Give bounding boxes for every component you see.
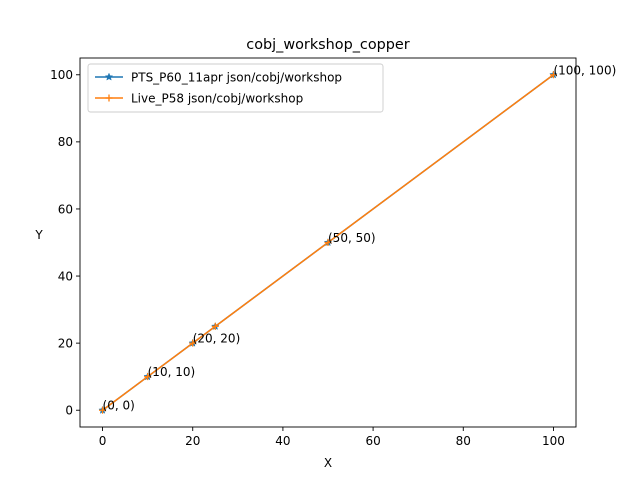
plot-area: 0 20 40 60 80 100 0 20 40 60 80 100 (0, 0) (10, 10) (2… <box>50 57 616 448</box>
legend-marker-2 <box>105 94 113 102</box>
data-label: (20, 20) <box>193 332 241 346</box>
x-tick-label: 100 <box>542 434 565 448</box>
y-tick-label: 100 <box>50 68 73 82</box>
x-tick-label: 40 <box>275 434 290 448</box>
y-tick-label: 80 <box>58 135 73 149</box>
y-tick-label: 0 <box>65 404 73 418</box>
legend-label-2: Live_P58 json/cobj/workshop <box>131 91 303 105</box>
series-line-2 <box>102 74 554 411</box>
chart-title: cobj_workshop_copper <box>246 37 409 53</box>
data-point-series-2 <box>189 339 197 347</box>
y-tick-label: 40 <box>58 269 73 283</box>
data-label: (50, 50) <box>328 231 376 245</box>
axes-frame <box>79 57 577 428</box>
x-axis-label: X <box>324 456 332 470</box>
x-tick-label: 0 <box>99 434 107 448</box>
data-label: (10, 10) <box>148 365 196 379</box>
legend-label-1: PTS_P60_11apr json/cobj/workshop <box>131 70 342 84</box>
data-point-series-2 <box>324 239 332 246</box>
data-point-series-2 <box>144 373 152 381</box>
y-tick-label: 20 <box>58 336 73 350</box>
x-tick-label: 60 <box>365 434 380 448</box>
data-point-series-2 <box>99 406 107 414</box>
y-axis-label: Y <box>34 228 43 242</box>
x-tick-label: 80 <box>456 434 471 448</box>
legend-box <box>87 63 384 113</box>
legend-marker-1 <box>104 72 114 81</box>
data-point-series-2 <box>549 71 557 79</box>
legend: PTS_P60_11apr json/cobj/workshop Live_P58… <box>87 63 384 113</box>
x-tick-label: 20 <box>185 434 200 448</box>
y-tick-label: 60 <box>58 202 73 216</box>
data-label: (100, 100) <box>553 63 616 77</box>
data-label: (0, 0) <box>103 399 135 413</box>
data-point-series-2 <box>211 322 219 330</box>
